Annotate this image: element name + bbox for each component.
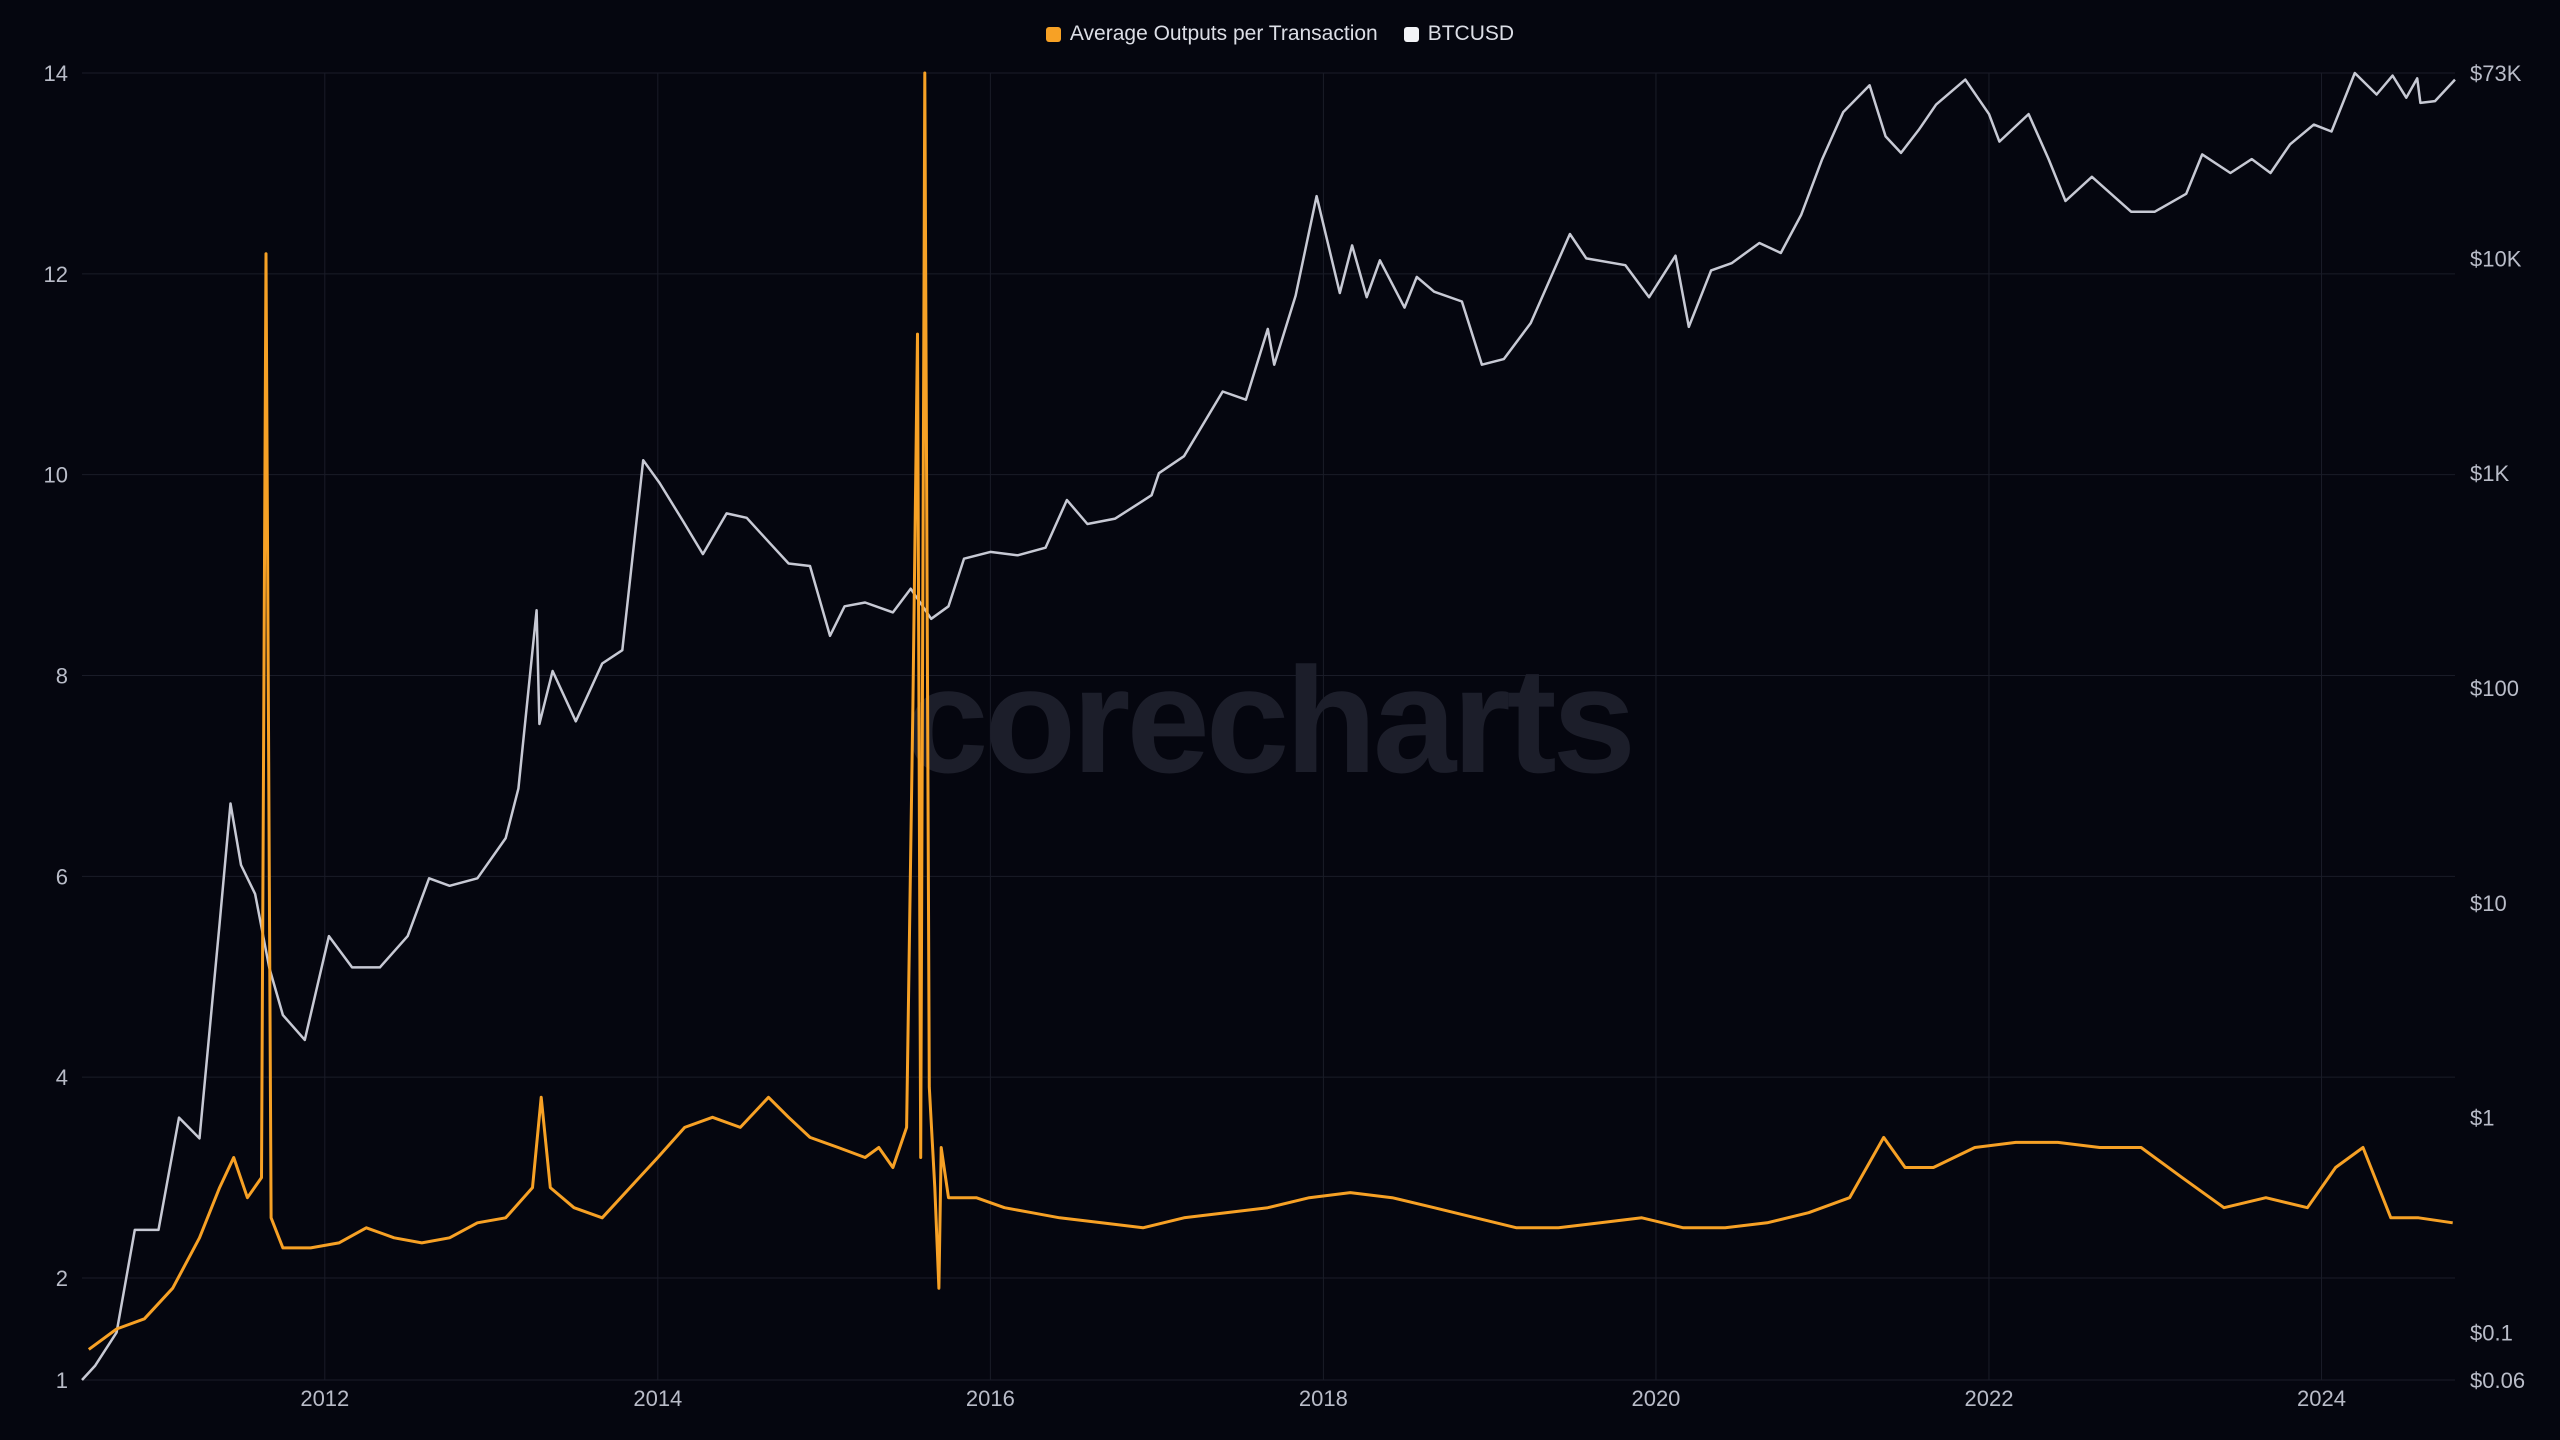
legend-item-outputs[interactable]: Average Outputs per Transaction bbox=[1045, 22, 1378, 46]
legend: Average Outputs per Transaction BTCUSD bbox=[0, 22, 2560, 46]
y-left-tick-label: 6 bbox=[56, 864, 68, 889]
y-right-tick-label: $0.06 bbox=[2470, 1368, 2525, 1393]
legend-swatch-outputs bbox=[1045, 26, 1061, 42]
x-tick-label: 2024 bbox=[2297, 1386, 2346, 1411]
y-right-tick-label: $100 bbox=[2470, 676, 2519, 701]
x-axis: 2012 2014 2016 2018 2020 2022 2024 bbox=[300, 1386, 2346, 1411]
y-right-tick-label: $1K bbox=[2470, 461, 2509, 486]
y-right-tick-label: $10K bbox=[2470, 246, 2522, 271]
y-left-tick-label: 8 bbox=[56, 664, 68, 689]
y-left-tick-label: 2 bbox=[56, 1266, 68, 1291]
series-line-outputs[interactable] bbox=[87, 71, 2453, 1351]
y-left-tick-label: 10 bbox=[44, 463, 68, 488]
watermark: corecharts bbox=[905, 636, 1632, 804]
legend-label-btcusd: BTCUSD bbox=[1427, 22, 1515, 45]
x-tick-label: 2016 bbox=[966, 1386, 1015, 1411]
right-axis: $0.06 $0.1 $1 $10 $100 $1K $10K $73K bbox=[2470, 61, 2525, 1393]
y-right-tick-label: $73K bbox=[2470, 61, 2522, 86]
x-tick-label: 2018 bbox=[1299, 1386, 1348, 1411]
x-tick-label: 2020 bbox=[1631, 1386, 1680, 1411]
y-right-tick-label: $1 bbox=[2470, 1106, 2494, 1131]
series-line-btcusd[interactable] bbox=[81, 71, 2456, 1381]
y-left-tick-label: 1 bbox=[56, 1368, 68, 1393]
x-tick-label: 2012 bbox=[300, 1386, 349, 1411]
legend-label-outputs: Average Outputs per Transaction bbox=[1069, 22, 1378, 45]
series-layer bbox=[81, 71, 2456, 1381]
y-left-tick-label: 4 bbox=[56, 1065, 68, 1090]
y-left-tick-label: 14 bbox=[44, 61, 68, 86]
y-right-tick-label: $10 bbox=[2470, 891, 2507, 916]
x-tick-label: 2022 bbox=[1964, 1386, 2013, 1411]
legend-swatch-btcusd bbox=[1403, 26, 1419, 42]
y-left-tick-label: 12 bbox=[44, 262, 68, 287]
x-tick-label: 2014 bbox=[633, 1386, 682, 1411]
legend-item-btcusd[interactable]: BTCUSD bbox=[1403, 22, 1515, 46]
y-right-tick-label: $0.1 bbox=[2470, 1320, 2513, 1345]
